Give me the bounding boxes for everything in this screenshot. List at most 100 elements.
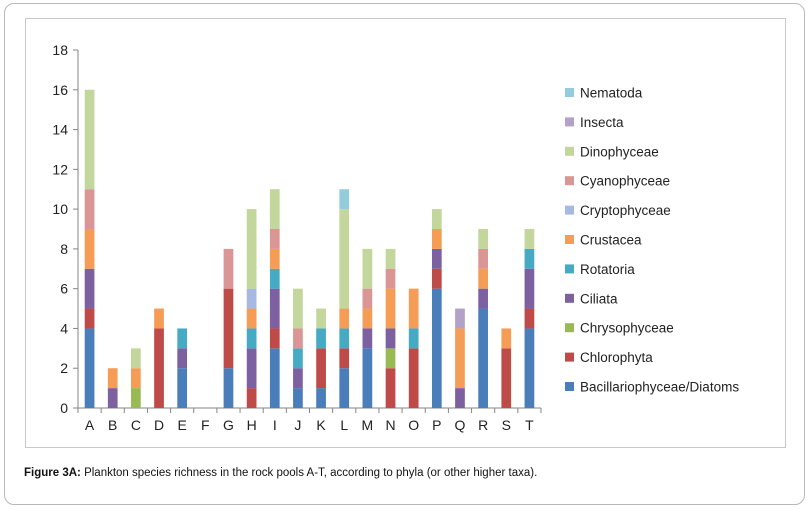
bar-segment [316, 348, 326, 389]
bar-segment [84, 268, 95, 309]
bar-segment [107, 388, 118, 408]
bar-segment [385, 268, 396, 289]
bar-segment [385, 368, 396, 408]
legend-label: Ciliata [580, 291, 618, 306]
legend-swatch [565, 205, 574, 215]
bar-segment [316, 328, 326, 349]
x-tick-label: M [362, 417, 374, 433]
bar-segment [84, 89, 95, 190]
bar-segment [293, 388, 303, 408]
bar-segment [223, 288, 234, 369]
figure-caption: Figure 3A: Plankton species richness in … [24, 467, 794, 479]
legend-swatch [565, 323, 574, 333]
legend-swatch [565, 88, 574, 97]
legend-label: Nematoda [580, 86, 643, 101]
bar-segment [455, 388, 465, 408]
bar-segment [501, 328, 512, 349]
bar-segment [362, 348, 373, 408]
chart-area: 0 2 4 6 8 10 12 14 16 18 A B C D E F G H I J K L M N O P Q R S T Nemat… [25, 18, 786, 448]
bar-segment [362, 308, 373, 329]
bar-segment [154, 308, 164, 329]
y-tick-label: 14 [52, 122, 68, 138]
bar-segment [362, 248, 373, 289]
bar-segment [478, 248, 488, 269]
x-tick-label: G [223, 417, 234, 433]
bar-segment [84, 229, 95, 269]
bar-segment [408, 288, 419, 329]
y-tick-label: 6 [60, 281, 68, 297]
legend-label: Rotatoria [580, 262, 635, 277]
x-tick-label: D [154, 417, 164, 433]
bar-segment [339, 189, 350, 210]
legend-swatch [565, 146, 574, 156]
bar-segment [478, 268, 488, 289]
y-tick-label: 18 [52, 42, 68, 58]
bar-segment [362, 288, 373, 309]
bar-segment [246, 209, 257, 289]
x-tick-label: F [201, 417, 210, 433]
bar-segment [524, 328, 535, 408]
bar-segment [293, 328, 303, 349]
bar-segment [339, 209, 350, 309]
bar-segment [131, 368, 141, 389]
x-tick-label: K [316, 417, 326, 433]
y-tick-label: 12 [52, 161, 68, 177]
bar-segment [246, 348, 257, 389]
bar-segment [385, 288, 396, 329]
bar-segment [131, 348, 141, 369]
legend-label: Crustacea [580, 233, 642, 248]
legend-swatch [565, 264, 574, 274]
x-tick-label: L [340, 417, 348, 433]
legend-label: Dinophyceae [580, 144, 659, 159]
y-tick-label: 8 [60, 241, 68, 257]
x-tick-label: E [178, 417, 187, 433]
bar-segment [293, 348, 303, 369]
legend-label: Chrysophyceae [580, 321, 674, 336]
bar-segment [362, 328, 373, 349]
y-tick-label: 16 [52, 82, 68, 98]
legend-swatch [565, 235, 574, 244]
x-tick-label: J [294, 417, 301, 433]
bar-segment [385, 348, 396, 369]
legend-label: Insecta [580, 115, 624, 130]
bar-segment [177, 368, 188, 408]
bar-segment [269, 268, 280, 289]
bar-segment [524, 229, 535, 249]
bar-segment [431, 248, 442, 269]
bar-segment [431, 288, 442, 408]
legend-swatch [565, 117, 574, 127]
x-tick-label: Q [455, 417, 466, 433]
bar-segment [339, 308, 350, 329]
x-tick-label: N [385, 417, 395, 433]
bar-segment [84, 328, 95, 408]
legend-label: Bacillariophyceae/Diatoms [580, 380, 739, 395]
bar-segment [107, 368, 118, 389]
bar-segment [269, 348, 280, 408]
bar-segment [478, 229, 488, 249]
x-tick-label: S [502, 417, 511, 433]
x-tick-label: C [131, 417, 141, 433]
bar-segment [316, 308, 326, 329]
legend-swatch [565, 382, 574, 391]
bar-segment [455, 328, 465, 389]
legend-label: Chlorophyta [580, 350, 653, 365]
bar-segment [293, 288, 303, 329]
bar-segment [501, 348, 512, 408]
y-tick-label: 10 [52, 201, 68, 217]
caption-label: Figure 3A: [24, 467, 81, 479]
bar-segment [385, 328, 396, 349]
y-tick-label: 2 [60, 360, 68, 376]
x-tick-label: P [432, 417, 441, 433]
stacked-bar-chart: 0 2 4 6 8 10 12 14 16 18 A B C D E F G H I J K L M N O P Q R S T Nemat… [52, 42, 739, 433]
bar-segment [339, 328, 350, 349]
bar-segment [478, 288, 488, 309]
bar-segment [431, 229, 442, 249]
bar-segment [154, 328, 164, 408]
bar-segment [269, 328, 280, 349]
bar-segment [431, 268, 442, 289]
x-tick-label: O [408, 417, 419, 433]
x-tick-label: R [478, 417, 488, 433]
bar-segment [524, 308, 535, 329]
bar-segment [339, 368, 350, 408]
bar-segment [246, 388, 257, 408]
